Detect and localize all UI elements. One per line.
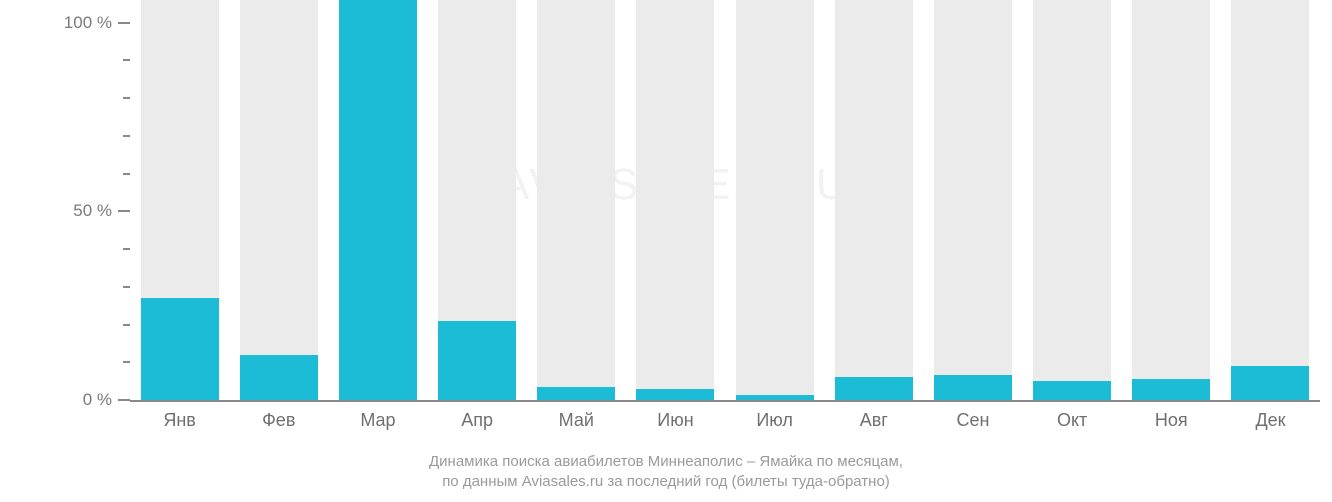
bar-slot — [1221, 0, 1320, 400]
x-axis-labels: ЯнвФевМарАпрМайИюнИюлАвгСенОктНояДек — [130, 410, 1320, 431]
bar-value — [141, 298, 219, 400]
bar-slot — [328, 0, 427, 400]
y-minor-tick — [123, 173, 130, 175]
x-axis-label: Сен — [923, 410, 1022, 431]
bar-value — [1231, 366, 1309, 400]
x-axis-label: Окт — [1023, 410, 1122, 431]
x-axis-label: Май — [527, 410, 626, 431]
bar-value — [1132, 379, 1210, 400]
monthly-search-bar-chart: AVIASALES.RU 0 %50 %100 % ЯнвФевМарАпрМа… — [0, 0, 1332, 502]
y-minor-tick — [123, 286, 130, 288]
y-minor-tick — [123, 248, 130, 250]
chart-caption: Динамика поиска авиабилетов Миннеаполис … — [0, 452, 1332, 493]
bar-slot — [725, 0, 824, 400]
bar-slot — [527, 0, 626, 400]
bar-value — [934, 375, 1012, 400]
bar-value — [1033, 381, 1111, 400]
bar-background — [934, 0, 1012, 400]
x-axis-label: Янв — [130, 410, 229, 431]
caption-line-2: по данным Aviasales.ru за последний год … — [0, 472, 1332, 492]
bar-slot — [923, 0, 1022, 400]
bar-background — [1132, 0, 1210, 400]
bar-slot — [1023, 0, 1122, 400]
bar-background — [835, 0, 913, 400]
x-axis-baseline — [130, 400, 1320, 402]
x-axis-label: Апр — [428, 410, 527, 431]
x-axis-label: Авг — [824, 410, 923, 431]
y-axis-label: 50 % — [73, 201, 130, 221]
x-axis-label: Ноя — [1122, 410, 1221, 431]
bar-slot — [428, 0, 527, 400]
bar-slot — [626, 0, 725, 400]
bar-slot — [130, 0, 229, 400]
bar-background — [240, 0, 318, 400]
x-axis-label: Фев — [229, 410, 328, 431]
bar-value — [339, 0, 417, 400]
x-axis-label: Июл — [725, 410, 824, 431]
bar-value — [835, 377, 913, 400]
bar-slot — [824, 0, 923, 400]
bar-background — [537, 0, 615, 400]
y-axis-label: 0 % — [83, 390, 130, 410]
bar-value — [240, 355, 318, 400]
bars-container — [130, 0, 1320, 400]
y-minor-tick — [123, 59, 130, 61]
x-axis-label: Мар — [328, 410, 427, 431]
bar-value — [636, 389, 714, 400]
bar-background — [736, 0, 814, 400]
caption-line-1: Динамика поиска авиабилетов Миннеаполис … — [0, 452, 1332, 472]
bar-value — [438, 321, 516, 400]
x-axis-label: Июн — [626, 410, 725, 431]
y-minor-tick — [123, 361, 130, 363]
y-axis-label: 100 % — [64, 13, 130, 33]
bar-value — [537, 387, 615, 400]
bar-slot — [229, 0, 328, 400]
bar-background — [1231, 0, 1309, 400]
bar-slot — [1122, 0, 1221, 400]
y-minor-tick — [123, 324, 130, 326]
y-minor-tick — [123, 135, 130, 137]
bar-background — [1033, 0, 1111, 400]
y-minor-tick — [123, 97, 130, 99]
bar-background — [636, 0, 714, 400]
plot-area: AVIASALES.RU 0 %50 %100 % — [130, 0, 1320, 400]
x-axis-label: Дек — [1221, 410, 1320, 431]
